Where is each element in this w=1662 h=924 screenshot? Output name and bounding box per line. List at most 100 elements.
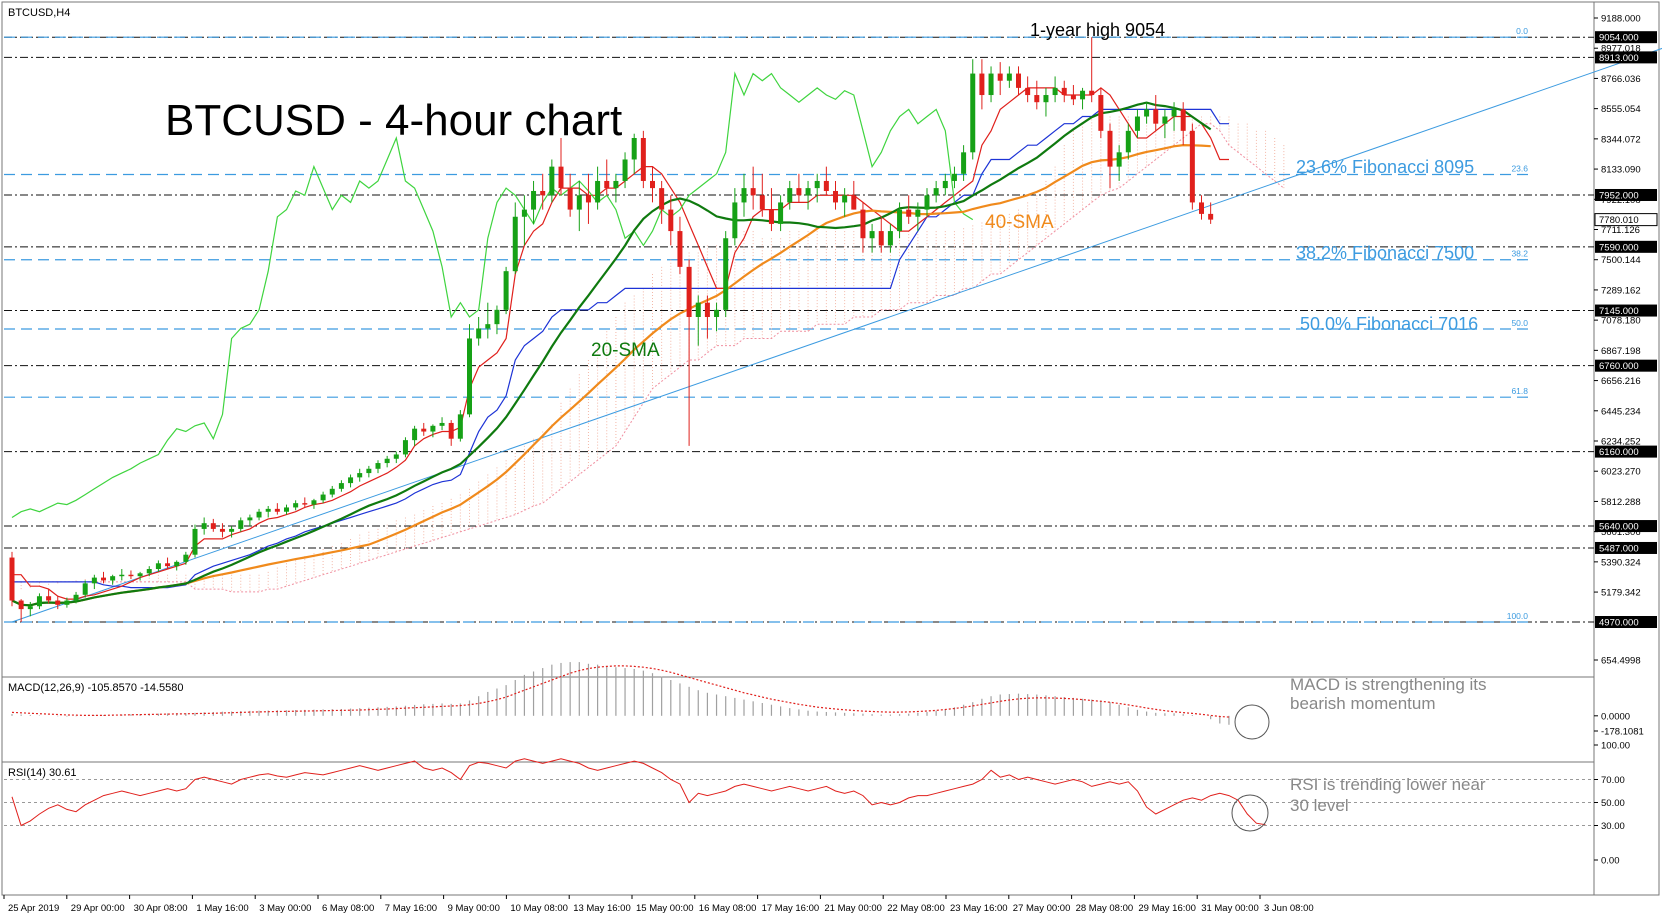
candle-body [842,195,848,203]
candle [402,437,408,458]
candle-body [1034,95,1040,103]
time-tick-label: 16 May 08:00 [699,903,757,914]
candle-body [558,166,564,189]
candle-body [988,73,994,96]
candle-body [448,422,454,439]
candle [467,324,472,418]
level-label: 5487.000 [1599,543,1639,554]
sma-20-line [11,101,1212,607]
candle-body [55,600,61,605]
candle-body [668,209,674,232]
fibonacci-ratio-label: 100.0 [1507,611,1529,621]
level-label: 7145.000 [1599,306,1639,317]
candle [576,180,582,232]
candle [1171,102,1177,131]
candle [778,195,784,232]
candle [951,166,957,189]
level-label: 9054.000 [1599,33,1639,44]
candle [860,202,866,253]
candle-body [512,216,518,272]
ichimoku-cloud [11,116,1285,593]
level-label-box [1595,520,1657,533]
candle-body [604,180,610,189]
candle-body [622,159,628,181]
candle-body [284,507,289,512]
candle-body [1171,109,1177,117]
candle-body [338,483,344,489]
level-label-box [1595,240,1657,253]
candle [915,202,921,232]
candle-body [750,188,756,196]
candle-body [27,606,33,610]
candle [924,188,930,217]
candle [274,503,280,515]
candle-body [64,600,70,605]
chart-headline: BTCUSD - 4-hour chart [165,96,622,145]
price-tick-label: 8133.090 [1601,165,1641,176]
candle-body [320,494,326,501]
price-tick-label: 9188.000 [1601,14,1641,25]
rsi-tick-label: 100.00 [1601,741,1630,752]
candle-body [613,180,619,189]
candle [567,173,573,217]
fibonacci-ratio-label: 0.0 [1516,26,1528,36]
time-tick-label: 3 Jun 08:00 [1264,903,1314,914]
candle [348,474,354,488]
candle-body [1016,73,1021,88]
candle-body [650,180,655,189]
candle [595,166,601,210]
candle-body [256,511,262,518]
candle-body [787,188,793,203]
candle [512,202,518,275]
price-tick-label: 6656.216 [1601,376,1641,387]
rsi-tick-label: 70.00 [1601,775,1625,786]
candle [393,451,399,464]
candle [531,180,537,224]
candle-body [503,271,509,310]
candle [36,593,42,610]
candle-body [823,180,829,191]
level-label: 8913.000 [1599,53,1639,64]
fibonacci-ratio-label: 61.8 [1511,386,1528,396]
candle [1052,76,1058,103]
candle [650,166,655,203]
level-label: 5640.000 [1599,522,1639,533]
chart-annotation: 23.6% Fibonacci 8095 [1296,157,1474,177]
candle [631,133,637,174]
candle [906,195,912,224]
price-tick-label: 7500.144 [1601,255,1641,266]
time-tick-label: 6 May 08:00 [322,903,374,914]
candle-body [567,188,573,210]
candle [759,173,765,217]
candle-body [82,583,88,595]
candle-body [128,574,134,577]
candle-body [1153,109,1159,124]
candle-body [860,209,866,239]
candle [219,523,225,538]
candle [210,518,216,532]
price-axis: 9188.000 8977.018 8766.036 8555.054 8344.072… [1594,14,1641,599]
candle-body [174,561,180,567]
candle [750,166,756,210]
macd-tick-label: 654.4998 [1601,656,1641,667]
level-label-box [1595,188,1657,201]
candle [805,180,811,210]
candle [768,188,774,232]
candle [1089,37,1095,103]
time-tick-label: 29 May 16:00 [1138,903,1196,914]
candle-body [1134,116,1140,131]
price-tick-label: 5812.288 [1601,497,1641,508]
candle [833,180,838,210]
chart-annotation: 50.0% Fibonacci 7016 [1300,314,1478,334]
candle-body [942,180,948,189]
level-label: 7780.010 [1599,215,1639,226]
rsi-annotation: RSI is trending lower near [1290,775,1486,794]
candle [814,173,820,203]
candle-body [1107,130,1113,167]
moving-averages [11,101,1212,607]
candle [979,59,985,110]
candle-body [457,414,463,439]
candle [412,425,418,446]
